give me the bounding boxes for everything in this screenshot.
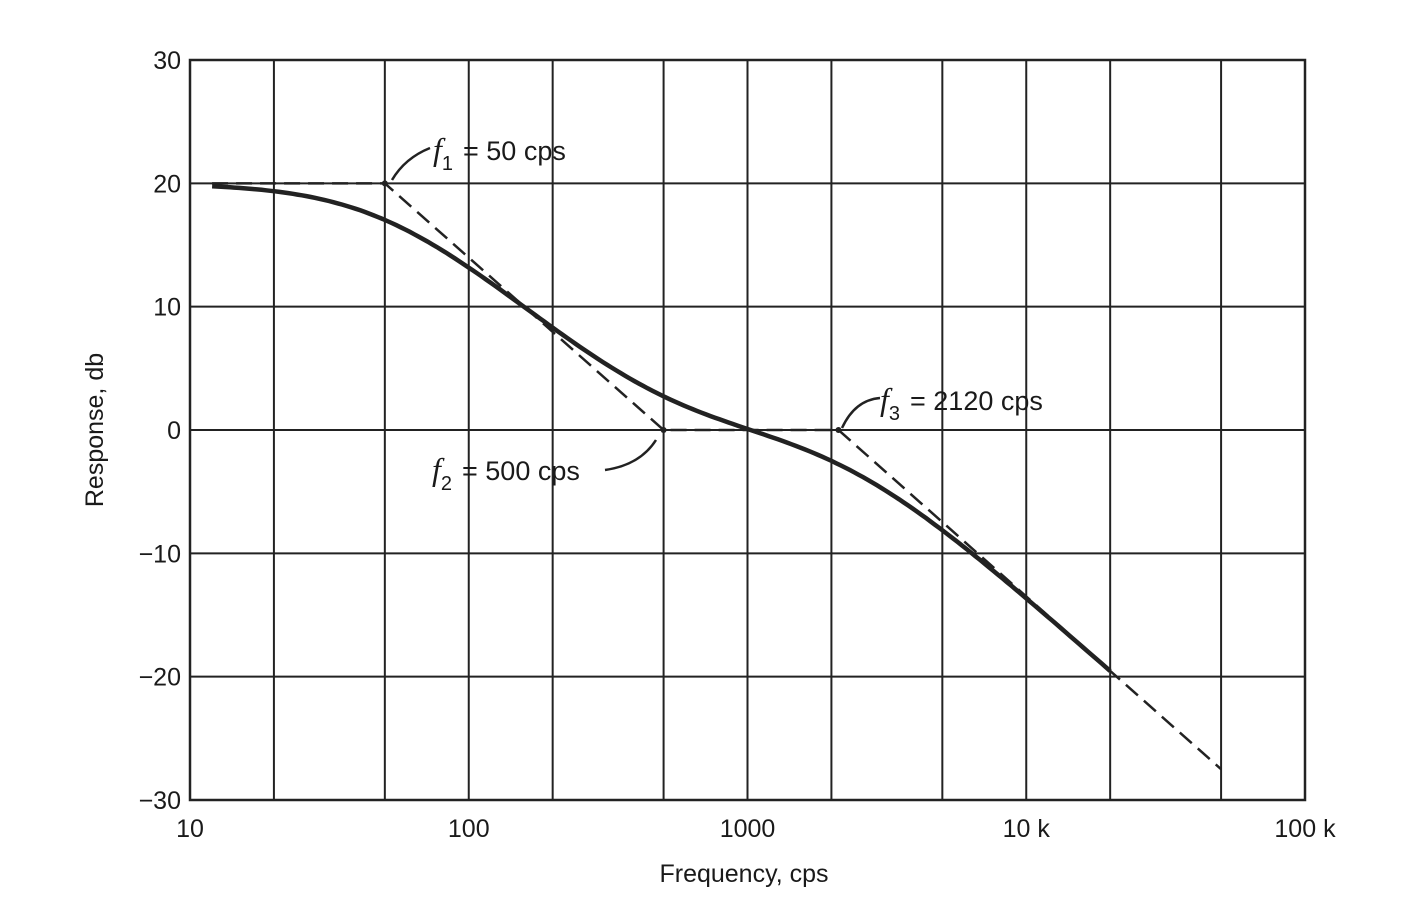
x-tick-label: 10 [176,815,204,843]
y-tick-label: −10 [139,540,181,568]
annotation-text: = 2120 cps [910,386,1043,416]
y-tick-label: −20 [139,664,181,692]
arrowhead-icon [660,427,667,433]
annotation-label: f1 = 50 cps [433,131,566,175]
y-axis-label: Response, db [81,353,109,507]
x-axis-label: Frequency, cps [659,860,828,888]
annotation-label: f3 = 2120 cps [880,381,1043,425]
y-tick-label: 10 [153,294,181,322]
x-tick-label: 10 k [1003,815,1051,843]
y-tick-label: 0 [167,417,181,445]
annotation-subscript: 1 [442,153,453,175]
annotation-subscript: 2 [441,473,452,495]
annotation-arrow [604,439,658,472]
grid [188,58,1307,802]
annotation-arrow [390,146,431,181]
annotation-subscript: 3 [889,403,900,425]
annotation-arrow [840,396,881,429]
annotation-label: f2 = 500 cps [432,451,580,495]
series-actual-response [212,184,1112,673]
series-group [212,182,1222,771]
annotation-text: = 50 cps [463,136,566,166]
x-tick-label: 100 [448,815,490,843]
annotation-text: = 500 cps [462,456,580,486]
y-tick-label: 20 [153,170,181,198]
x-tick-label: 100 k [1274,815,1336,843]
x-tick-label: 1000 [720,815,776,843]
y-tick-label: −30 [139,787,181,815]
y-tick-label: 30 [153,47,181,75]
series-asymptote [212,182,1222,771]
arrowhead-icon [835,427,842,433]
arrowhead-icon [381,180,388,187]
